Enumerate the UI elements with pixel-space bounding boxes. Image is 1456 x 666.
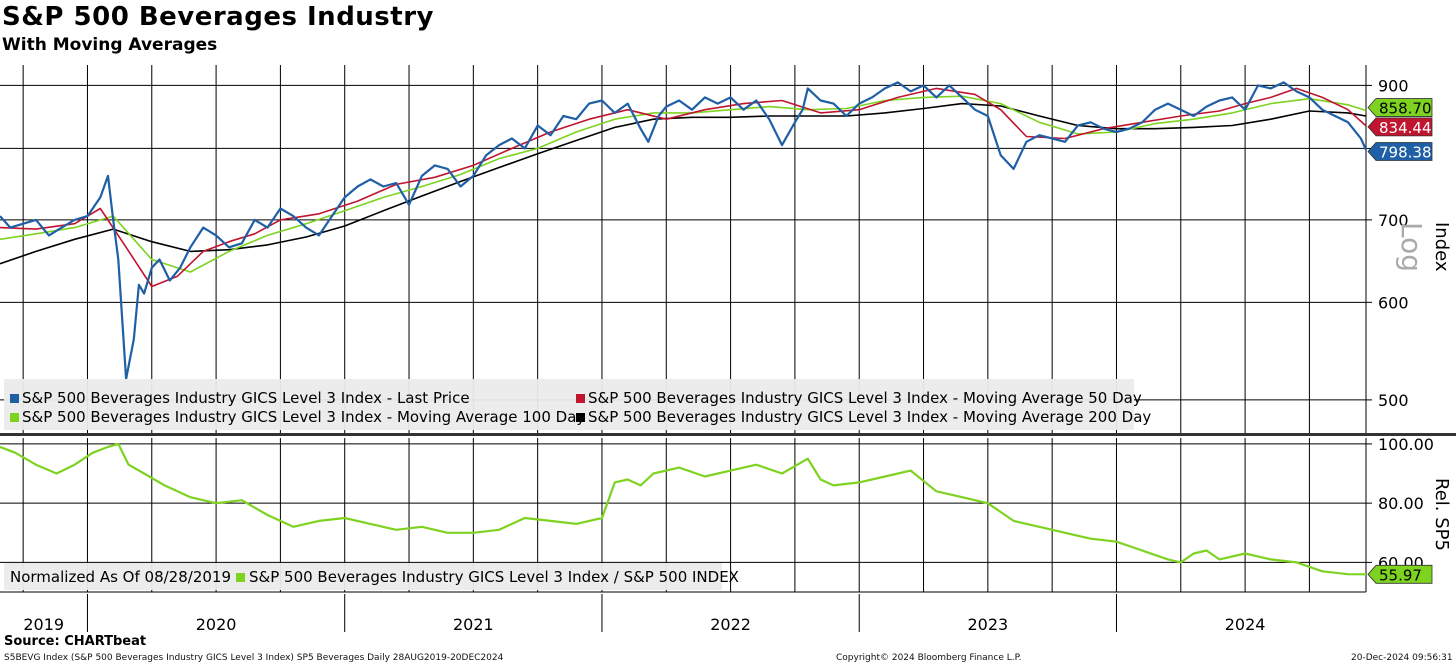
legend-label: S&P 500 Beverages Industry GICS Level 3 …	[588, 389, 1142, 407]
ma100-line	[0, 95, 1367, 273]
legend-swatch	[576, 394, 585, 403]
legend-swatch	[10, 413, 19, 422]
legend-normalized-label: Normalized As Of 08/28/2019	[10, 568, 231, 586]
y-axis-title-upper: Index	[1431, 222, 1452, 272]
ticker-info: S5BEVG Index (S&P 500 Beverages Industry…	[4, 653, 504, 663]
price-last-tag: 798.38	[1367, 142, 1433, 162]
legend-lower-bg	[4, 563, 722, 590]
legend-swatch	[236, 573, 245, 582]
ma50-last-tag-shape	[1367, 117, 1433, 137]
year-label: 2020	[196, 615, 237, 634]
chart-subtitle: With Moving Averages	[2, 35, 218, 55]
legend-upper-bg	[4, 379, 1134, 430]
ma100-last-tag-shape	[1367, 98, 1433, 117]
ratio-last-tag-shape	[1367, 564, 1433, 584]
ratio-last-tag-text: 55.97	[1379, 566, 1422, 584]
source-label: Source: CHARTbeat	[4, 634, 147, 649]
ma50-last-tag-text: 834.44	[1379, 119, 1432, 137]
timestamp: 20-Dec-2024 09:56:31	[1351, 653, 1453, 663]
legend-swatch	[10, 394, 19, 403]
y-tick-label-upper: 700	[1378, 211, 1409, 230]
ma50-line	[0, 87, 1367, 288]
legend-label: S&P 500 Beverages Industry GICS Level 3 …	[588, 408, 1151, 426]
y-tick-label-lower: 100.00	[1378, 435, 1434, 454]
year-label: 2023	[967, 615, 1008, 634]
ratio-line	[0, 442, 1367, 576]
y-tick-label-upper: 900	[1378, 76, 1409, 95]
price-last-tag-shape	[1367, 142, 1433, 161]
legend-label: S&P 500 Beverages Industry GICS Level 3 …	[249, 568, 739, 586]
log-scale-label: Log	[1395, 222, 1428, 272]
copyright: Copyright© 2024 Bloomberg Finance L.P.	[836, 653, 1022, 663]
year-label: 2021	[453, 615, 494, 634]
year-label: 2019	[23, 615, 64, 634]
y-axis-title-lower: Rel. SP5	[1431, 478, 1452, 551]
legend-label: S&P 500 Beverages Industry GICS Level 3 …	[22, 408, 585, 426]
y-tick-label-upper: 500	[1378, 391, 1409, 410]
y-tick-label-upper: 600	[1378, 293, 1409, 312]
year-label: 2024	[1225, 615, 1266, 634]
price-line	[0, 81, 1368, 380]
ma50-last-tag: 834.44	[1367, 117, 1433, 137]
chart-title: S&P 500 Beverages Industry	[2, 2, 434, 32]
price-last-tag-text: 798.38	[1379, 144, 1432, 162]
ratio-last-tag: 55.97	[1367, 564, 1433, 584]
year-label: 2022	[710, 615, 751, 634]
ma100-last-tag: 858.70	[1367, 98, 1433, 118]
ma100-last-tag-text: 858.70	[1379, 100, 1432, 118]
ma200-line	[0, 102, 1367, 265]
y-tick-label-lower: 80.00	[1378, 494, 1424, 513]
legend-label: S&P 500 Beverages Industry GICS Level 3 …	[22, 389, 470, 407]
legend-swatch	[576, 413, 585, 422]
